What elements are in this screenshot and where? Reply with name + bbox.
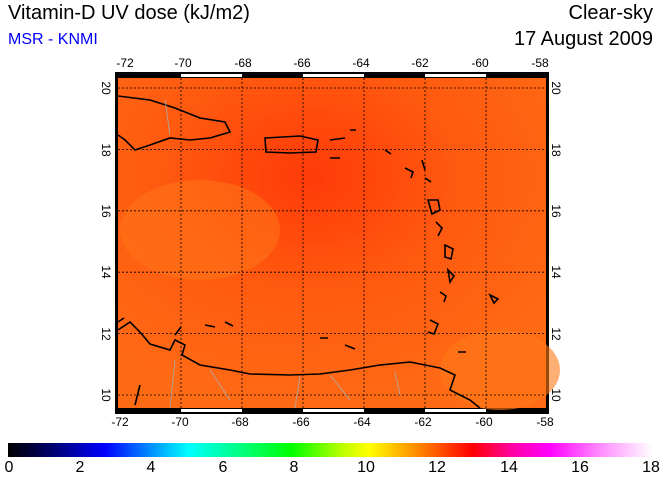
lat-label: 10	[99, 388, 113, 402]
colorbar-label: 16	[571, 459, 589, 476]
lon-label: -64	[352, 56, 370, 70]
map-title: Vitamin-D UV dose (kJ/m2)	[8, 2, 250, 24]
frame-segment	[181, 74, 242, 77]
frame-segment	[425, 409, 486, 412]
lon-label: -66	[292, 415, 310, 429]
lon-label: -58	[536, 415, 554, 429]
frame-segment	[303, 409, 364, 412]
lat-label: 16	[549, 204, 563, 218]
colorbar-label: 18	[642, 459, 660, 476]
lon-label: -66	[293, 56, 311, 70]
lon-label: -70	[174, 56, 192, 70]
colorbar-label: 14	[500, 459, 518, 476]
colorbar-label: 6	[218, 459, 228, 476]
uv-dose-map	[115, 72, 560, 414]
lon-label: -68	[234, 56, 252, 70]
colorbar-label: 2	[75, 459, 85, 476]
lat-label: 12	[99, 327, 113, 341]
lon-label: -64	[353, 415, 371, 429]
lat-label: 14	[549, 265, 563, 279]
lon-label: -58	[531, 56, 549, 70]
lon-label: -60	[475, 415, 493, 429]
lat-label: 14	[99, 265, 113, 279]
lat-label: 20	[99, 81, 113, 95]
lon-label: -62	[411, 56, 429, 70]
colorbar-label: 0	[4, 459, 14, 476]
lat-label: 16	[99, 204, 113, 218]
coastlines	[117, 95, 500, 409]
lat-label: 10	[549, 388, 563, 402]
colorbar-label: 10	[357, 459, 375, 476]
colorbar-label: 8	[289, 459, 299, 476]
lon-label: -62	[414, 415, 432, 429]
colorbar	[8, 443, 653, 457]
lon-label: -72	[116, 56, 134, 70]
lat-label: 12	[549, 327, 563, 341]
lat-label: 20	[549, 81, 563, 95]
grid-lines	[118, 78, 546, 408]
condition-label: Clear-sky	[568, 2, 653, 24]
lon-label: -72	[111, 415, 129, 429]
frame-segment	[181, 409, 242, 412]
lon-label: -60	[471, 56, 489, 70]
frame-segment	[303, 74, 364, 77]
colorbar-label: 12	[428, 459, 446, 476]
lat-label: 18	[549, 143, 563, 157]
source-label: MSR - KNMI	[8, 31, 98, 48]
lon-label: -70	[171, 415, 189, 429]
borders	[164, 99, 401, 409]
lon-label: -68	[231, 415, 249, 429]
colorbar-label: 4	[146, 459, 156, 476]
date-label: 17 August 2009	[513, 28, 653, 50]
lat-label: 18	[99, 143, 113, 157]
frame-segment	[425, 74, 486, 77]
